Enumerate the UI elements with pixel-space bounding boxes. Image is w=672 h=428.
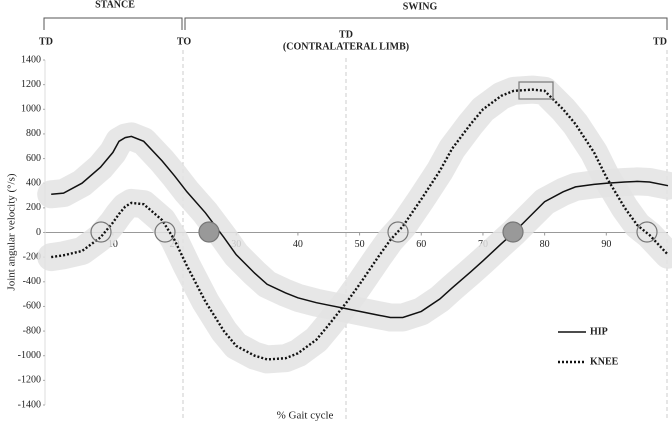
td-contra-label: TD xyxy=(339,29,353,40)
legend-label: HIP xyxy=(590,326,608,337)
x-tick-label: 50 xyxy=(355,239,365,250)
zero-crossing xyxy=(387,221,409,243)
y-tick-label: -600 xyxy=(23,301,41,312)
y-tick-label: -1200 xyxy=(18,375,41,386)
highlights xyxy=(90,81,658,243)
swing-label: SWING xyxy=(403,1,438,12)
x-tick-label: 40 xyxy=(293,239,303,250)
stance-bracket xyxy=(43,17,183,30)
zero-crossing xyxy=(198,221,220,243)
swing-bracket xyxy=(184,17,668,30)
plot: -1400 -1200 -1000 -800 -600 -400 -200 0 200 400 60… xyxy=(18,54,672,410)
to-label: TO xyxy=(177,36,191,47)
y-tick-label: 1200 xyxy=(21,79,41,90)
y-tick-label: 800 xyxy=(26,128,41,139)
zero-crossing xyxy=(636,221,658,243)
peak-box xyxy=(518,81,554,100)
y-tick-label: -800 xyxy=(23,325,41,336)
zero-crossing xyxy=(502,221,524,243)
phase-brackets xyxy=(43,17,668,30)
series-line xyxy=(51,88,669,361)
td-label: TD xyxy=(39,36,53,47)
y-tick-label: 200 xyxy=(26,202,41,213)
y-tick-label: -1400 xyxy=(18,399,41,410)
td-end-label: TD xyxy=(653,36,667,47)
x-tick-label: 80 xyxy=(540,239,550,250)
x-tick-label: 60 xyxy=(416,239,426,250)
y-tick-label: -400 xyxy=(23,276,41,287)
y-tick-label: 1000 xyxy=(21,104,41,115)
zero-crossing xyxy=(90,221,112,243)
y-tick-label: 1400 xyxy=(21,54,41,65)
legend-label: KNEE xyxy=(590,356,619,367)
y-tick-label: 600 xyxy=(26,153,41,164)
td-contra-note: (CONTRALATERAL LIMB) xyxy=(283,41,409,52)
y-tick-label: -1000 xyxy=(18,350,41,361)
y-tick-label: 400 xyxy=(26,178,41,189)
series-line xyxy=(51,135,669,319)
y-axis-label: Joint angular velocity (°/s) xyxy=(6,173,18,290)
zero-crossing xyxy=(154,221,176,243)
x-axis-label: % Gait cycle xyxy=(277,410,334,422)
stance-label: STANCE xyxy=(95,0,135,10)
y-tick-label: 0 xyxy=(36,227,41,238)
y-tick-label: -200 xyxy=(23,251,41,262)
x-tick-label: 90 xyxy=(601,239,611,250)
